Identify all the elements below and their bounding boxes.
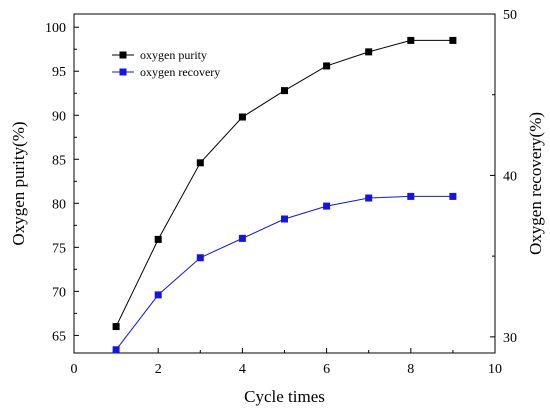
data-point	[154, 235, 162, 243]
data-point	[365, 194, 373, 202]
data-point	[323, 202, 331, 210]
x-tick-label: 8	[407, 362, 414, 377]
y-tick-label: 90	[52, 109, 66, 124]
y-tick-label: 85	[52, 153, 66, 168]
data-point	[196, 159, 204, 167]
data-point	[154, 291, 162, 299]
x-tick-label: 6	[323, 362, 330, 377]
y-axis-title: Oxygen purity(%)	[9, 121, 28, 245]
data-point	[365, 48, 373, 56]
legend-label: oxygen purity	[140, 48, 207, 62]
data-point	[449, 192, 457, 200]
data-point	[112, 346, 120, 354]
y-tick-label: 80	[52, 197, 66, 212]
y-tick-label: 65	[52, 329, 66, 344]
series-layer	[112, 36, 457, 354]
x-tick-label: 0	[71, 362, 78, 377]
x-axis-title: Cycle times	[244, 387, 325, 406]
legend-label: oxygen recovery	[140, 65, 220, 79]
y2-tick-label: 40	[503, 169, 517, 184]
legend-marker	[119, 51, 127, 59]
x-tick-label: 2	[155, 362, 162, 377]
data-point	[281, 87, 288, 95]
data-point	[112, 323, 120, 331]
y2-axis-title: Oxygen recovery(%)	[526, 112, 545, 255]
data-point	[238, 113, 246, 121]
y2-axis-ticks: 30 40 50	[490, 8, 517, 346]
y-tick-label: 95	[52, 65, 66, 80]
series-line-1	[115, 39, 453, 327]
data-point	[323, 62, 331, 70]
y-axis-ticks: 65 70 75 80 85 90 95 100	[45, 21, 79, 344]
data-point	[449, 36, 457, 44]
data-point	[196, 254, 204, 262]
legend: oxygen purity oxygen recovery	[112, 48, 220, 79]
x-tick-label: 4	[239, 362, 246, 377]
x-tick-label: 10	[488, 362, 502, 377]
data-point	[407, 192, 415, 200]
data-point	[407, 36, 415, 44]
y-tick-label: 100	[45, 21, 66, 36]
data-point	[238, 234, 246, 242]
x-axis-ticks: 0 2 4 6 8 10	[71, 348, 502, 377]
y-tick-label: 70	[52, 285, 66, 300]
y2-tick-label: 30	[503, 331, 517, 346]
y2-tick-label: 50	[503, 8, 517, 23]
data-point	[281, 215, 288, 223]
plot-frame	[73, 13, 496, 354]
y-tick-label: 75	[52, 241, 66, 256]
legend-marker	[119, 68, 127, 76]
